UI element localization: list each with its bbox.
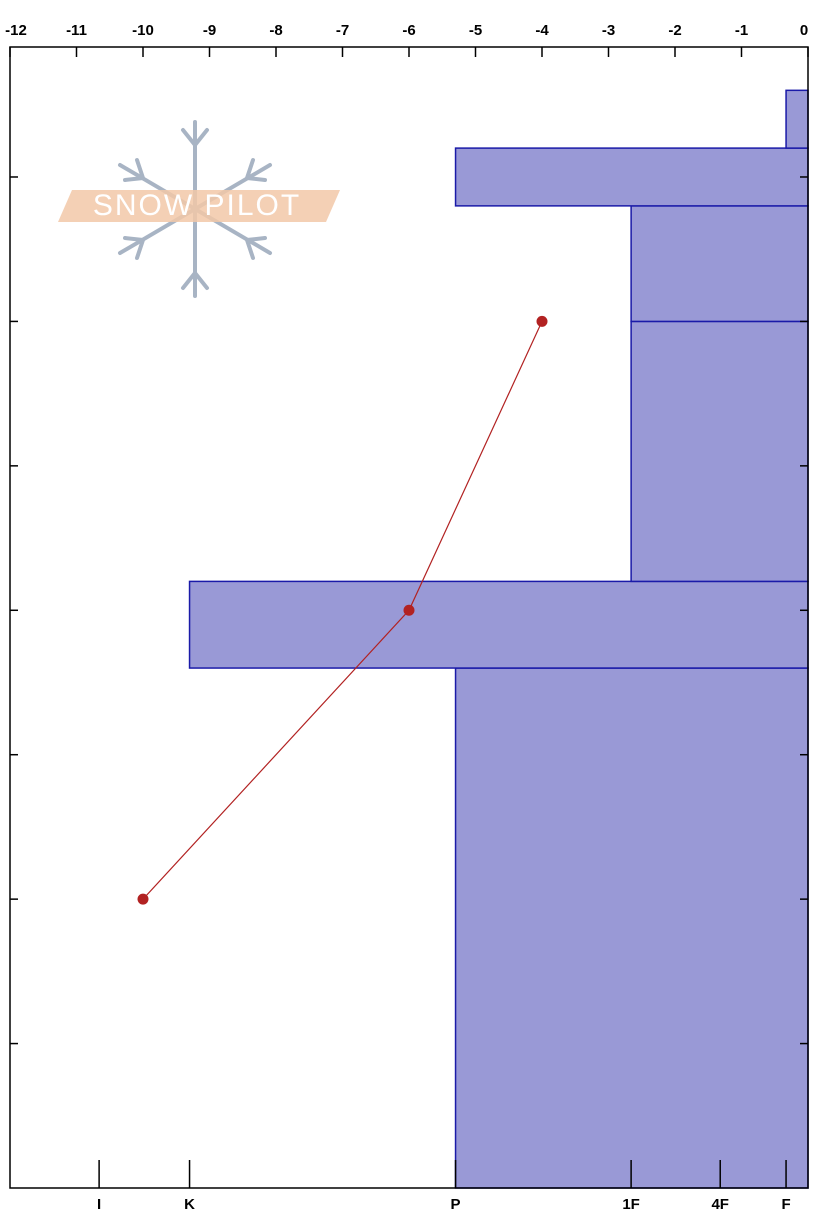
temperature-point: [536, 315, 548, 327]
hardness-tick-label: F: [781, 1196, 790, 1213]
hardness-tick-label: 4F: [711, 1196, 729, 1213]
layer: [454, 667, 809, 1189]
hardness-tick-label: P: [451, 1196, 461, 1213]
x-tick-label: -1: [735, 22, 748, 39]
x-tick-label: -12: [5, 22, 27, 39]
layer: [785, 89, 809, 149]
x-tick-label: -4: [535, 22, 549, 39]
x-tick-label: -7: [336, 22, 349, 39]
hardness-tick-label: K: [184, 1196, 195, 1213]
temperature-point: [403, 604, 415, 616]
layer: [630, 320, 809, 583]
layer: [454, 147, 809, 207]
x-tick-label: -10: [132, 22, 154, 39]
logo: SNOW PILOT: [58, 120, 340, 298]
x-tick-label: -6: [402, 22, 415, 39]
hardness-tick-label: I: [97, 1196, 101, 1213]
layer: [188, 580, 809, 669]
x-tick-label: -11: [66, 22, 87, 39]
x-tick-label: -8: [269, 22, 282, 39]
layer: [630, 205, 809, 323]
x-tick-label: -9: [203, 22, 216, 39]
x-tick-label: -5: [469, 22, 482, 39]
x-tick-label: -2: [668, 22, 681, 39]
hardness-tick-label: 1F: [622, 1196, 640, 1213]
logo-text: SNOW PILOT: [93, 189, 301, 222]
x-tick-label: -3: [602, 22, 615, 39]
temperature-point: [137, 893, 149, 905]
x-tick-label: 0: [800, 22, 808, 39]
